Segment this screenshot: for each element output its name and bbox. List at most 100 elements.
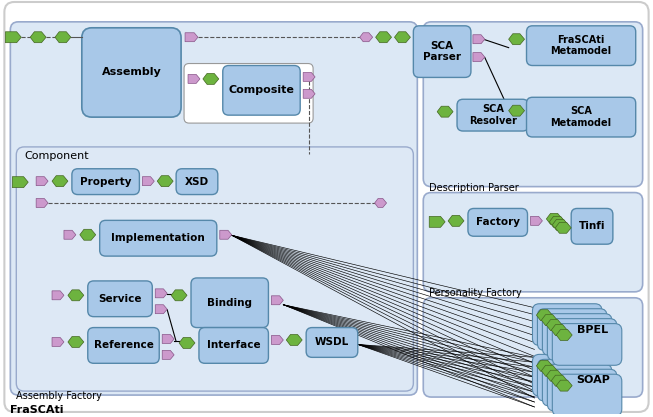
Polygon shape [448,216,464,226]
FancyBboxPatch shape [176,169,218,195]
Polygon shape [162,350,174,359]
FancyBboxPatch shape [543,364,612,406]
Polygon shape [555,222,571,233]
Polygon shape [52,291,64,300]
Polygon shape [155,305,167,314]
Polygon shape [188,75,200,83]
Polygon shape [68,290,84,301]
Polygon shape [541,365,557,376]
FancyBboxPatch shape [526,26,636,65]
Polygon shape [303,73,315,81]
Polygon shape [556,380,572,391]
Text: SCA
Parser: SCA Parser [423,41,461,63]
FancyBboxPatch shape [423,193,643,292]
FancyBboxPatch shape [306,328,358,357]
FancyBboxPatch shape [16,147,413,391]
FancyBboxPatch shape [191,278,268,328]
FancyBboxPatch shape [532,304,602,345]
Polygon shape [286,334,302,345]
Text: Tinfi: Tinfi [579,221,605,231]
Polygon shape [375,198,387,208]
Text: Component: Component [24,151,89,161]
Text: BPEL: BPEL [577,324,609,334]
Text: Factory: Factory [476,217,520,227]
Polygon shape [220,230,232,239]
FancyBboxPatch shape [100,220,217,256]
FancyBboxPatch shape [468,208,528,236]
Text: SOAP: SOAP [576,375,610,385]
Polygon shape [52,176,68,187]
Polygon shape [541,315,557,326]
FancyBboxPatch shape [552,374,622,416]
Polygon shape [64,230,76,239]
Polygon shape [272,296,283,305]
Polygon shape [551,324,567,336]
Text: Interface: Interface [207,340,261,350]
Text: Composite: Composite [229,85,295,95]
FancyBboxPatch shape [423,22,643,187]
Text: Binding: Binding [207,298,252,308]
Polygon shape [537,360,552,371]
Polygon shape [530,216,543,225]
FancyBboxPatch shape [413,26,471,78]
Polygon shape [473,53,485,62]
Polygon shape [162,334,174,344]
FancyBboxPatch shape [571,208,613,244]
Text: SCA
Metamodel: SCA Metamodel [550,106,612,128]
FancyBboxPatch shape [88,281,152,317]
Polygon shape [551,375,567,386]
Polygon shape [203,73,219,84]
FancyBboxPatch shape [547,369,617,411]
Polygon shape [68,337,84,347]
Polygon shape [552,219,568,230]
Polygon shape [12,177,28,188]
Polygon shape [509,34,524,45]
FancyBboxPatch shape [537,359,607,401]
Text: Reference: Reference [93,340,153,350]
FancyBboxPatch shape [184,63,313,123]
Text: Property: Property [80,177,131,187]
Polygon shape [437,106,453,117]
Polygon shape [556,329,572,340]
FancyBboxPatch shape [543,314,612,355]
Polygon shape [36,177,48,186]
Text: WSDL: WSDL [315,337,349,347]
FancyBboxPatch shape [423,298,643,397]
Polygon shape [155,289,167,298]
FancyBboxPatch shape [537,309,607,350]
FancyBboxPatch shape [223,65,300,115]
Polygon shape [30,32,46,43]
FancyBboxPatch shape [526,97,636,137]
Text: Personality Factory: Personality Factory [429,288,522,298]
Polygon shape [547,370,562,381]
Polygon shape [171,290,187,301]
FancyBboxPatch shape [552,324,622,365]
Text: SCA
Resolver: SCA Resolver [469,104,517,126]
Text: FraSCAti: FraSCAti [10,405,64,415]
Polygon shape [185,33,198,42]
Polygon shape [142,177,154,186]
Polygon shape [80,229,96,240]
Text: Assembly: Assembly [102,68,161,78]
Polygon shape [55,32,71,43]
Polygon shape [547,214,562,224]
Text: Service: Service [99,294,142,304]
Text: Description Parser: Description Parser [429,183,519,193]
FancyBboxPatch shape [72,169,139,195]
Polygon shape [549,216,565,227]
Text: Assembly Factory: Assembly Factory [16,391,102,401]
Polygon shape [360,33,373,42]
FancyBboxPatch shape [10,22,417,395]
Text: FraSCAti
Metamodel: FraSCAti Metamodel [550,35,612,56]
Text: XSD: XSD [185,177,209,187]
Polygon shape [5,32,22,43]
FancyBboxPatch shape [199,328,268,363]
Polygon shape [429,216,445,227]
FancyBboxPatch shape [5,2,648,412]
Polygon shape [547,319,562,331]
Polygon shape [36,198,48,208]
Polygon shape [303,89,315,98]
Text: Implementation: Implementation [112,233,205,243]
Polygon shape [157,176,173,187]
FancyBboxPatch shape [88,328,159,363]
